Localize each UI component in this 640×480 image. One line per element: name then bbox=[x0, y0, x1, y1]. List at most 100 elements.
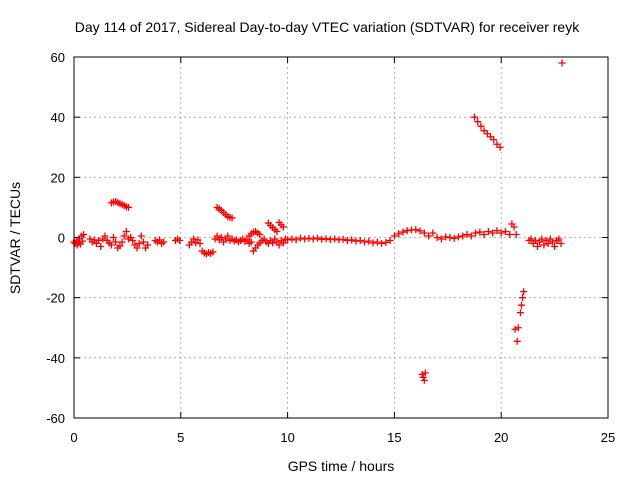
data-point bbox=[496, 143, 504, 151]
data-point bbox=[418, 370, 426, 378]
data-point bbox=[322, 235, 330, 243]
x-tick-label: 20 bbox=[494, 430, 508, 445]
data-point bbox=[110, 234, 118, 241]
data-point bbox=[476, 228, 484, 236]
data-point bbox=[489, 229, 497, 237]
data-point bbox=[107, 241, 115, 249]
data-point bbox=[137, 232, 145, 240]
data-point bbox=[133, 244, 141, 252]
data-point bbox=[116, 242, 124, 250]
data-point bbox=[429, 229, 437, 237]
data-point bbox=[483, 130, 491, 138]
data-point bbox=[477, 122, 485, 130]
data-point bbox=[520, 288, 528, 296]
data-point bbox=[501, 227, 509, 235]
y-tick-label: 0 bbox=[58, 231, 65, 246]
data-point bbox=[365, 237, 373, 245]
x-tick-label: 5 bbox=[177, 430, 184, 445]
data-point bbox=[412, 226, 420, 234]
data-point bbox=[247, 238, 255, 246]
grid bbox=[74, 57, 608, 418]
data-point bbox=[176, 237, 184, 245]
x-tick-label: 25 bbox=[601, 430, 615, 445]
data-point bbox=[484, 227, 492, 235]
data-point bbox=[558, 59, 566, 67]
data-point bbox=[420, 376, 428, 384]
data-point bbox=[79, 237, 87, 245]
data-point bbox=[228, 214, 236, 222]
data-point bbox=[506, 230, 514, 238]
data-point bbox=[493, 227, 501, 235]
data-point bbox=[339, 235, 347, 243]
y-axis-label: SDTVAR / TECUs bbox=[7, 182, 23, 294]
data-point bbox=[557, 240, 565, 248]
data-point bbox=[97, 243, 105, 251]
data-point bbox=[95, 237, 103, 245]
data-point bbox=[490, 136, 498, 144]
data-point bbox=[382, 238, 390, 246]
data-point bbox=[513, 337, 521, 345]
data-point bbox=[497, 229, 505, 237]
chart-title: Day 114 of 2017, Sidereal Day-to-day VTE… bbox=[75, 19, 580, 35]
data-point bbox=[273, 227, 281, 235]
data-point bbox=[331, 235, 339, 243]
data-point bbox=[190, 235, 198, 243]
data-point bbox=[487, 133, 495, 141]
data-point bbox=[356, 237, 364, 245]
data-point bbox=[540, 241, 548, 249]
data-point bbox=[471, 113, 478, 121]
data-point bbox=[421, 369, 429, 377]
data-point bbox=[209, 248, 217, 256]
data-point bbox=[288, 235, 296, 243]
data-point bbox=[213, 232, 221, 240]
data-point bbox=[519, 294, 527, 302]
data-point bbox=[472, 229, 480, 237]
data-point bbox=[555, 235, 563, 243]
data-point bbox=[124, 203, 132, 211]
y-tick-label: -40 bbox=[46, 351, 65, 366]
data-point bbox=[217, 234, 225, 241]
data-point bbox=[437, 235, 445, 243]
data-point bbox=[373, 238, 381, 246]
data-point bbox=[360, 238, 368, 246]
data-point bbox=[514, 324, 522, 332]
data-point bbox=[160, 238, 168, 246]
data-point bbox=[155, 236, 163, 244]
data-point bbox=[517, 301, 525, 309]
y-tick-label: 40 bbox=[51, 110, 65, 125]
data-point bbox=[122, 227, 130, 235]
data-point bbox=[112, 238, 120, 246]
x-axis-label: GPS time / hours bbox=[288, 458, 395, 474]
data-point bbox=[224, 232, 232, 240]
data-point bbox=[534, 243, 542, 251]
data-point bbox=[474, 118, 482, 126]
data-point bbox=[284, 236, 292, 244]
data-point bbox=[314, 234, 322, 242]
data-point bbox=[511, 325, 519, 333]
data-point bbox=[416, 227, 424, 235]
data-point bbox=[80, 230, 88, 238]
data-point bbox=[279, 239, 287, 247]
data-point bbox=[348, 236, 356, 244]
data-point bbox=[196, 240, 204, 248]
data-point bbox=[419, 373, 427, 381]
data-point bbox=[516, 309, 524, 317]
x-tick-label: 10 bbox=[280, 430, 294, 445]
data-point bbox=[450, 234, 458, 242]
y-tick-label: -60 bbox=[46, 411, 65, 426]
data-point bbox=[378, 240, 386, 248]
data-point bbox=[446, 234, 454, 241]
data-point bbox=[551, 243, 559, 251]
data-point bbox=[459, 232, 467, 240]
data-points bbox=[70, 59, 566, 384]
data-point bbox=[420, 229, 428, 237]
data-point bbox=[531, 237, 539, 245]
data-point bbox=[480, 230, 488, 238]
axis-ticks: 0 5 10 15 20 25 -60 -40 -20 0 20 40 60 bbox=[46, 50, 615, 445]
data-point bbox=[256, 230, 264, 238]
data-point bbox=[548, 238, 556, 246]
data-point bbox=[129, 237, 137, 245]
data-point bbox=[467, 232, 475, 240]
data-point bbox=[369, 239, 377, 247]
x-tick-label: 0 bbox=[70, 430, 77, 445]
